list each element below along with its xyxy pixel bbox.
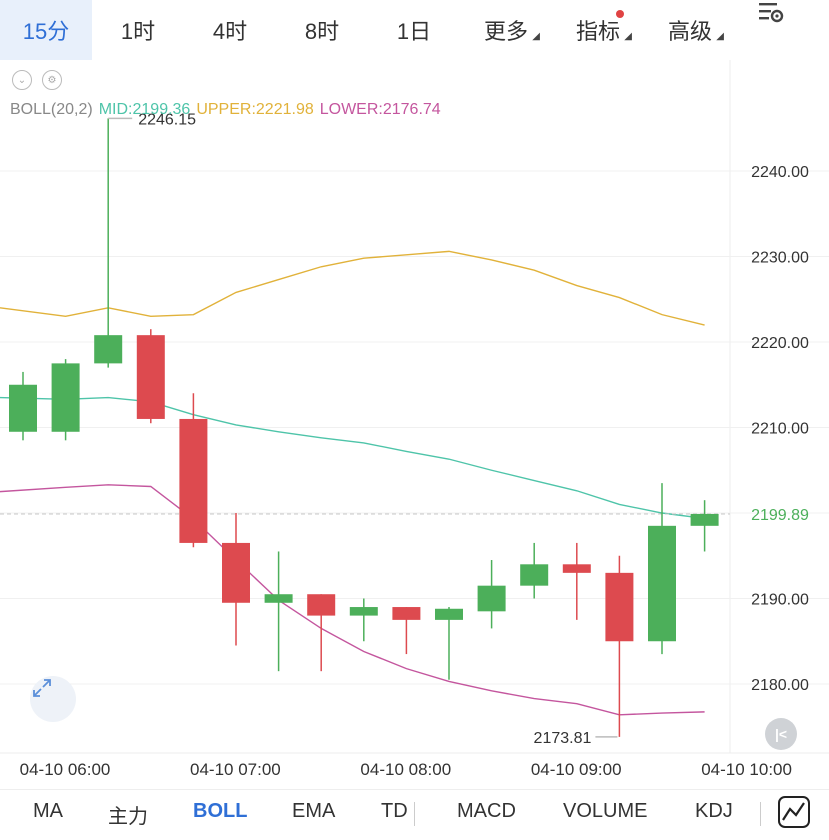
x-tick-label: 04-10 08:00 [360, 760, 451, 779]
candle-up [520, 564, 549, 586]
dropdown-triangle-icon: ◢ [624, 31, 632, 42]
candle-down [222, 542, 250, 603]
candle-up [477, 585, 506, 612]
tab-1d[interactable]: 1日 [368, 0, 460, 60]
candle-up [94, 335, 123, 364]
chart-control-icons: ⌄ ⚙ [12, 70, 62, 90]
expand-icon[interactable] [30, 676, 76, 722]
boll-mid-line [0, 396, 705, 520]
tab-label: 15分 [22, 19, 70, 44]
candle-up [51, 363, 80, 432]
candlestick-chart[interactable]: 2240.00 2230.00 2220.00 2210.00 2190.00 2180.… [0, 60, 829, 790]
chart-settings-icon[interactable] [757, 0, 829, 60]
draw-line-icon[interactable] [776, 794, 812, 830]
notification-dot-icon [616, 10, 624, 18]
candle-up [648, 525, 676, 642]
last-price-label: 2199.89 [751, 507, 809, 524]
candle-down [179, 418, 208, 543]
back-icon[interactable]: |< [765, 718, 797, 750]
min-price-label: 2173.81 [534, 730, 592, 747]
indicator-tab-kdj[interactable]: KDJ [695, 800, 733, 822]
boll-mid-value: MID:2199.36 [98, 101, 191, 118]
eye-icon[interactable]: ⌄ [12, 70, 32, 90]
max-price-label: 2246.15 [138, 111, 196, 128]
y-tick-label: 2210.00 [751, 421, 809, 438]
candle-up [690, 513, 719, 526]
dropdown-triangle-icon: ◢ [532, 31, 540, 42]
tab-4h[interactable]: 4时 [184, 0, 276, 60]
y-tick-label: 2190.00 [751, 592, 809, 609]
candle-down [392, 607, 421, 620]
x-tick-label: 04-10 10:00 [701, 760, 792, 779]
boll-lower-value: LOWER:2176.74 [319, 101, 441, 118]
tab-label: 4时 [212, 19, 248, 44]
tab-label: 更多 [483, 19, 528, 44]
indicator-tab-main-force[interactable]: 主力 [108, 806, 148, 828]
dropdown-triangle-icon: ◢ [716, 31, 724, 42]
tab-label: 1日 [396, 19, 432, 44]
y-tick-label: 2180.00 [751, 677, 809, 694]
boll-legend: BOLL(20,2) MID:2199.36 UPPER:2221.98 LOW… [10, 101, 441, 119]
candle-down [605, 572, 634, 642]
tab-label: 高级 [667, 19, 712, 44]
tab-1h[interactable]: 1时 [92, 0, 184, 60]
tab-label: 指标 [575, 19, 620, 44]
indicator-tab-td[interactable]: TD [381, 800, 408, 822]
boll-upper-value: UPPER:2221.98 [196, 101, 314, 118]
candle-down [136, 335, 165, 419]
candle-up [9, 384, 37, 432]
divider [760, 802, 761, 826]
tab-label: 1时 [120, 19, 156, 44]
candle-up [435, 608, 463, 620]
candle-down [307, 594, 336, 616]
indicator-tab-ema[interactable]: EMA [292, 800, 336, 822]
chart-area[interactable]: 2240.00 2230.00 2220.00 2210.00 2190.00 2180.… [0, 60, 829, 790]
tab-label: 8时 [304, 19, 340, 44]
indicator-tab-bar: MA 主力 BOLL EMA TD MACD VOLUME KDJ [0, 789, 829, 840]
y-tick-label: 2240.00 [751, 164, 809, 181]
indicator-tab-ma[interactable]: MA [33, 800, 63, 822]
candle-down [562, 564, 591, 573]
x-tick-label: 04-10 09:00 [531, 760, 622, 779]
indicator-tab-macd[interactable]: MACD [457, 800, 516, 822]
tab-indicators[interactable]: 指标 ◢ [552, 0, 644, 60]
indicator-tab-boll[interactable]: BOLL [193, 800, 248, 822]
period-tab-bar: 15分 1时 4时 8时 1日 更多 ◢ 指标 ◢ 高级 ◢ [0, 0, 829, 60]
y-tick-label: 2220.00 [751, 335, 809, 352]
tab-15m[interactable]: 15分 [0, 0, 92, 60]
x-tick-label: 04-10 06:00 [20, 760, 111, 779]
x-tick-label: 04-10 07:00 [190, 760, 281, 779]
divider [414, 802, 415, 826]
indicator-tab-volume[interactable]: VOLUME [563, 800, 648, 822]
tab-8h[interactable]: 8时 [276, 0, 368, 60]
y-tick-label: 2230.00 [751, 250, 809, 267]
candle-up [349, 607, 378, 616]
tab-more[interactable]: 更多 ◢ [460, 0, 552, 60]
candle-up [264, 594, 293, 603]
gear-icon[interactable]: ⚙ [42, 70, 62, 90]
tab-advanced[interactable]: 高级 ◢ [644, 0, 736, 60]
boll-lower-line [0, 484, 705, 716]
boll-name: BOLL(20,2) [10, 101, 93, 118]
boll-upper-line [0, 250, 705, 326]
